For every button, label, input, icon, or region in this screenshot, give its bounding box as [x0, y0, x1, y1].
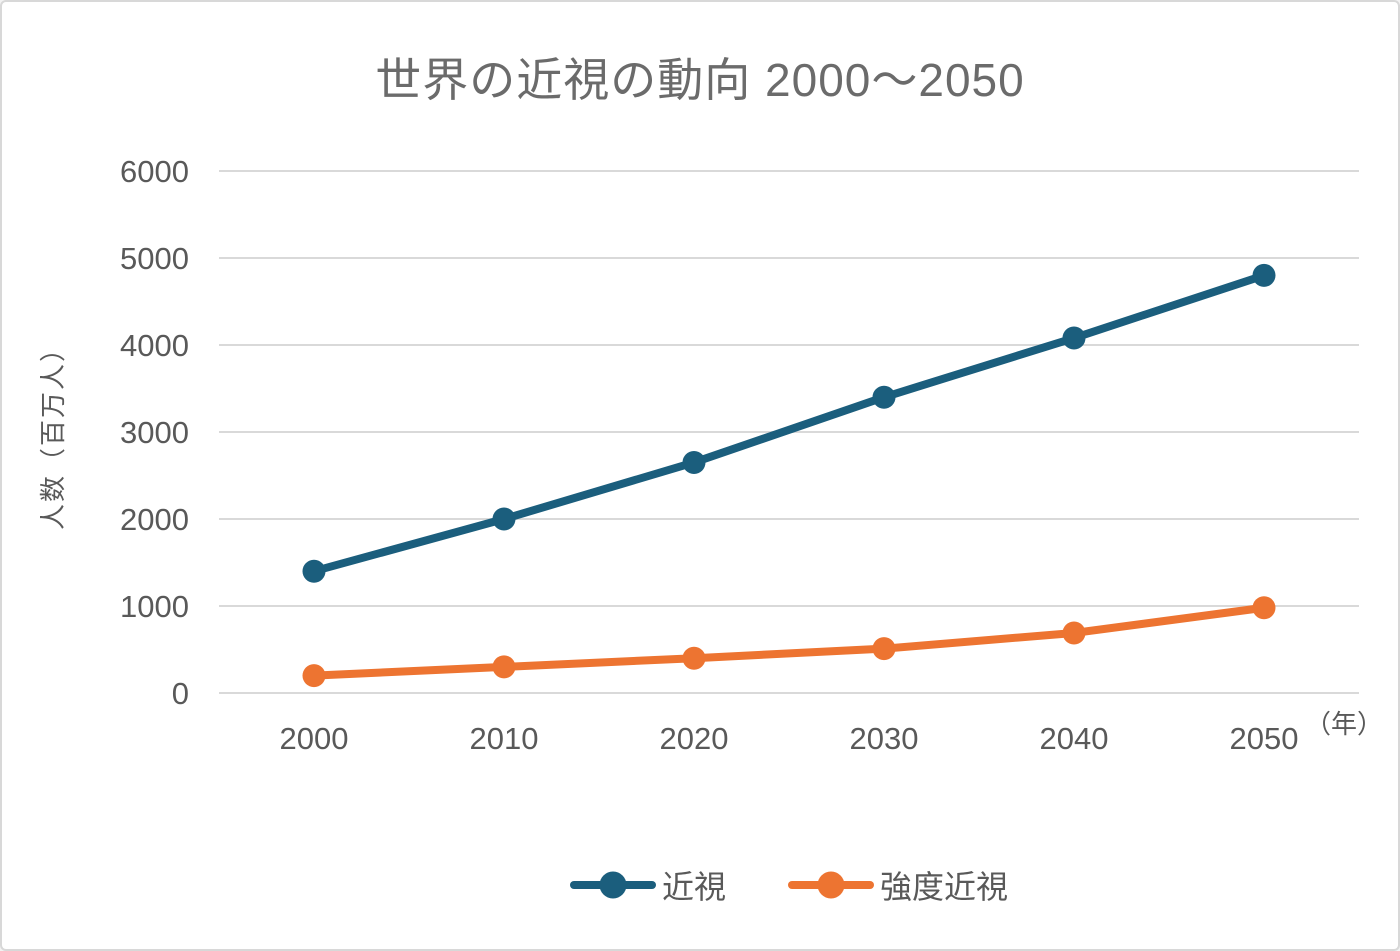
legend-line-dot-icon: [569, 871, 656, 899]
legend-label-high-myopia: 強度近視: [880, 869, 1009, 905]
legend-dot-icon: [599, 871, 627, 899]
data-point-series0-2050: [1252, 263, 1276, 287]
data-point-series1-2010: [492, 655, 516, 679]
y-tick-label: 2000: [120, 502, 189, 537]
legend-item-myopia: 近視: [569, 862, 726, 908]
x-tick-label: 2000: [280, 721, 349, 756]
x-tick-label: 2010: [470, 721, 539, 756]
x-tick-label: 2040: [1040, 721, 1109, 756]
x-tick-label: 2030: [850, 721, 919, 756]
x-tick-label: 2050: [1230, 721, 1299, 756]
data-point-series1-2050: [1252, 596, 1276, 620]
data-point-series1-2020: [682, 646, 706, 670]
series-line-1: [310, 603, 1268, 680]
data-point-series1-2030: [872, 637, 896, 661]
data-point-series0-2010: [492, 507, 516, 531]
y-tick-label: 1000: [120, 589, 189, 624]
data-point-series0-2040: [1062, 326, 1086, 350]
data-point-series0-2020: [682, 450, 706, 474]
legend-dot-icon: [817, 871, 845, 899]
legend-line-dot-icon: [788, 871, 874, 899]
y-axis-title: 人数（百万人）: [38, 334, 68, 530]
chart-title: 世界の近視の動向 2000～2050: [375, 54, 1025, 106]
y-tick-label: 5000: [120, 241, 189, 276]
legend-label-myopia: 近視: [661, 869, 726, 905]
y-tick-label: 4000: [120, 328, 189, 363]
legend: 近視 強度近視: [219, 860, 1359, 910]
data-point-series0-2030: [872, 385, 896, 409]
data-point-series1-2000: [302, 664, 326, 688]
data-point-series1-2040: [1062, 621, 1086, 645]
x-axis-unit-label: （年）: [1305, 709, 1383, 739]
line-chart-plot-area: 0 1000 2000 3000 4000 5000 6000 2000 2010 2020 203…: [38, 154, 1383, 756]
y-tick-label: 0: [172, 676, 189, 711]
series-line-0: [310, 271, 1268, 576]
y-tick-label: 6000: [120, 154, 189, 189]
x-tick-label: 2020: [660, 721, 729, 756]
data-point-series0-2000: [302, 559, 326, 583]
y-tick-label: 3000: [120, 415, 189, 450]
legend-item-high-myopia: 強度近視: [788, 862, 1008, 908]
